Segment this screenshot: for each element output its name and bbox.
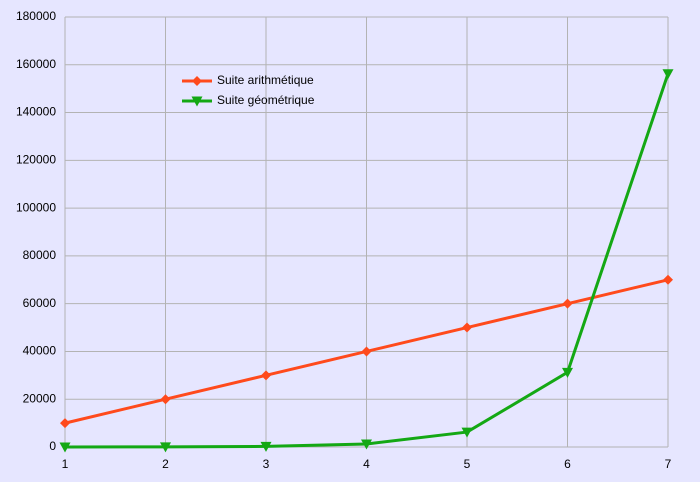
y-tick-label: 60000 xyxy=(23,296,57,310)
data-point xyxy=(562,367,573,378)
data-point xyxy=(361,439,372,450)
data-point xyxy=(59,442,71,453)
y-tick-label: 100000 xyxy=(16,200,56,214)
legend-marker xyxy=(191,96,203,107)
data-point xyxy=(361,346,372,357)
y-tick-label: 0 xyxy=(49,439,56,453)
data-point xyxy=(562,298,573,309)
y-tick-label: 40000 xyxy=(23,344,57,358)
x-tick-label: 7 xyxy=(665,457,672,471)
x-tick-label: 1 xyxy=(62,457,69,471)
legend-label: Suite géométrique xyxy=(217,93,315,107)
data-point xyxy=(60,418,70,429)
x-tick-label: 4 xyxy=(363,457,370,471)
y-tick-label: 80000 xyxy=(23,248,57,262)
x-tick-label: 3 xyxy=(263,457,270,471)
data-point xyxy=(160,394,171,405)
data-point xyxy=(160,442,171,453)
legend-marker xyxy=(192,76,202,86)
y-tick-label: 180000 xyxy=(16,9,56,23)
x-tick-label: 6 xyxy=(564,457,571,471)
x-tick-label: 5 xyxy=(464,457,471,471)
data-point xyxy=(260,441,272,452)
x-tick-label: 2 xyxy=(162,457,169,471)
data-point xyxy=(461,427,473,438)
y-tick-label: 120000 xyxy=(16,153,56,167)
data-point xyxy=(663,274,673,285)
y-tick-label: 140000 xyxy=(16,105,56,119)
legend-label: Suite arithmétique xyxy=(217,73,314,87)
data-point xyxy=(462,322,472,333)
y-tick-label: 20000 xyxy=(23,391,57,405)
y-tick-label: 160000 xyxy=(16,57,56,71)
data-point xyxy=(662,69,674,80)
data-point xyxy=(261,370,271,381)
